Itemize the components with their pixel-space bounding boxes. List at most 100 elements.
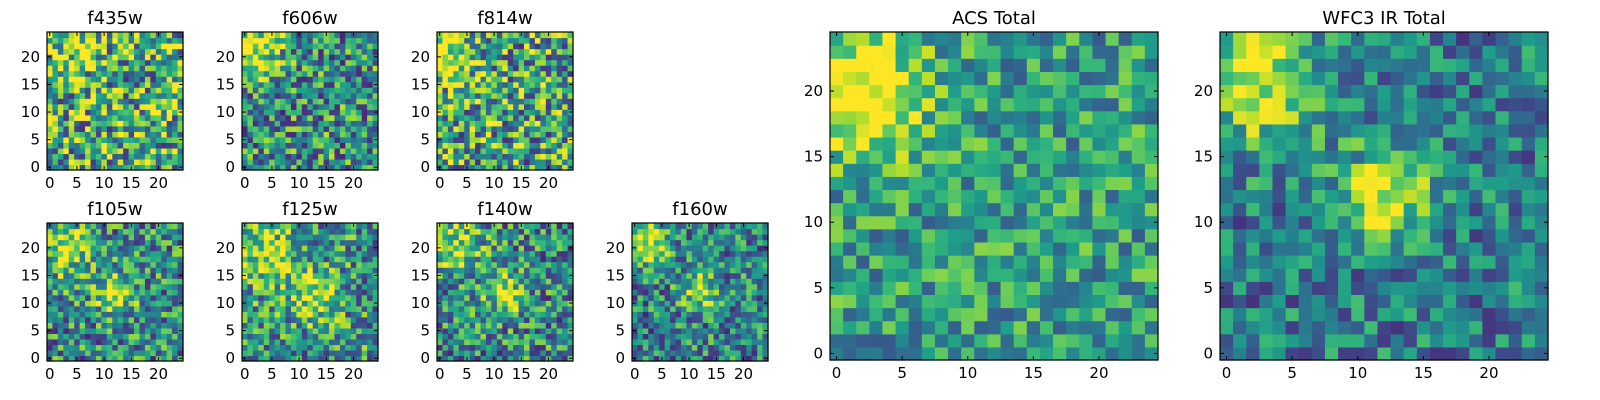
heatmap-cell [729, 234, 736, 241]
heatmap-cell [312, 81, 319, 88]
heatmap-cell [502, 267, 509, 274]
heatmap-cell [648, 294, 655, 301]
heatmap-cell [518, 125, 525, 132]
heatmap-cell [529, 92, 536, 99]
heatmap-cell [323, 65, 330, 72]
heatmap-cell [464, 92, 471, 99]
heatmap-cell [79, 92, 86, 99]
heatmap-cell [57, 294, 64, 301]
heatmap-cell [372, 256, 379, 263]
heatmap-cell [290, 114, 297, 121]
heatmap-cell [708, 322, 715, 329]
heatmap-cell [95, 92, 102, 99]
heatmap-cell [1079, 346, 1093, 361]
heatmap-cell [285, 114, 292, 121]
heatmap-cell [79, 223, 86, 230]
heatmap-cell [329, 81, 336, 88]
heatmap-cell [134, 289, 141, 296]
heatmap-cell [123, 234, 130, 241]
heatmap-cell [280, 261, 287, 268]
heatmap-cell [921, 163, 936, 177]
heatmap-cell [68, 239, 75, 246]
heatmap-cell [85, 103, 92, 110]
heatmap-cell [144, 92, 151, 99]
heatmap-cell [895, 150, 910, 164]
heatmap-cell [551, 234, 558, 241]
heatmap-cell [987, 320, 1002, 335]
heatmap-cell [117, 142, 124, 149]
heatmap-cell [166, 32, 173, 39]
heatmap-cell [79, 245, 86, 252]
heatmap-cell [948, 189, 962, 204]
heatmap-cell [702, 355, 709, 362]
heatmap-cell [269, 245, 276, 252]
heatmap-cell [155, 300, 162, 307]
heatmap-cell [551, 32, 558, 39]
heatmap-cell [150, 228, 157, 235]
heatmap-cell [356, 338, 363, 346]
heatmap-cell [524, 245, 531, 252]
heatmap-cell [258, 355, 265, 362]
heatmap-cell [372, 322, 379, 329]
heatmap-cell [134, 278, 141, 285]
heatmap-cell [751, 311, 758, 318]
heatmap-cell [1013, 320, 1028, 335]
heatmap-cell [263, 43, 270, 50]
heatmap-cell [285, 234, 292, 241]
heatmap-cell [735, 327, 742, 334]
heatmap-cell [68, 65, 75, 72]
heatmap-cell [562, 158, 569, 166]
heatmap-cell [961, 333, 975, 348]
heatmap-cell [123, 267, 130, 274]
heatmap-cell [361, 349, 368, 357]
heatmap-cell [713, 289, 720, 296]
heatmap-cell [556, 245, 563, 252]
heatmap-cell [307, 37, 314, 44]
heatmap-cell [307, 103, 314, 110]
heatmap-cell [242, 344, 249, 351]
heatmap-cell [469, 164, 476, 171]
heatmap-cell [356, 311, 363, 318]
heatmap-cell [556, 322, 563, 329]
heatmap-cell [123, 37, 130, 44]
heatmap-cell [713, 349, 720, 357]
heatmap-cell [480, 338, 487, 346]
heatmap-cell [702, 256, 709, 263]
heatmap-cell [144, 32, 151, 39]
heatmap-cell [567, 147, 574, 155]
heatmap-cell [934, 202, 949, 217]
heatmap-cell [551, 344, 558, 351]
heatmap-cell [567, 234, 574, 241]
heatmap-cell [458, 294, 465, 301]
heatmap-cell [74, 250, 81, 257]
heatmap-cell [307, 316, 314, 323]
panel-title: f606w [282, 8, 337, 29]
heatmap-cell [57, 136, 64, 143]
heatmap-cell [513, 272, 520, 279]
heatmap-cell [57, 81, 64, 88]
heatmap-cell [101, 158, 108, 166]
heatmap-cell [367, 305, 374, 312]
heatmap-cell [63, 278, 70, 285]
heatmap-cell [329, 43, 336, 50]
heatmap-cell [90, 147, 97, 155]
heatmap-cell [464, 349, 471, 357]
heatmap-cell [345, 250, 352, 257]
heatmap-cell [85, 81, 92, 88]
heatmap-cell [869, 294, 884, 309]
heatmap-cell [79, 65, 86, 72]
heatmap-cell [334, 54, 341, 61]
heatmap-cell [161, 70, 168, 77]
heatmap-cell [367, 164, 374, 171]
heatmap-cell [367, 136, 374, 143]
heatmap-cell [856, 241, 870, 256]
heatmap-cell [746, 349, 753, 357]
heatmap-cell [518, 245, 525, 252]
heatmap-cell [442, 54, 449, 61]
heatmap-cell [551, 305, 558, 312]
heatmap-cell [458, 76, 465, 83]
heatmap-cell [258, 131, 265, 138]
heatmap-cell [57, 278, 64, 285]
heatmap-cell [562, 322, 569, 329]
heatmap-cell [708, 283, 715, 290]
